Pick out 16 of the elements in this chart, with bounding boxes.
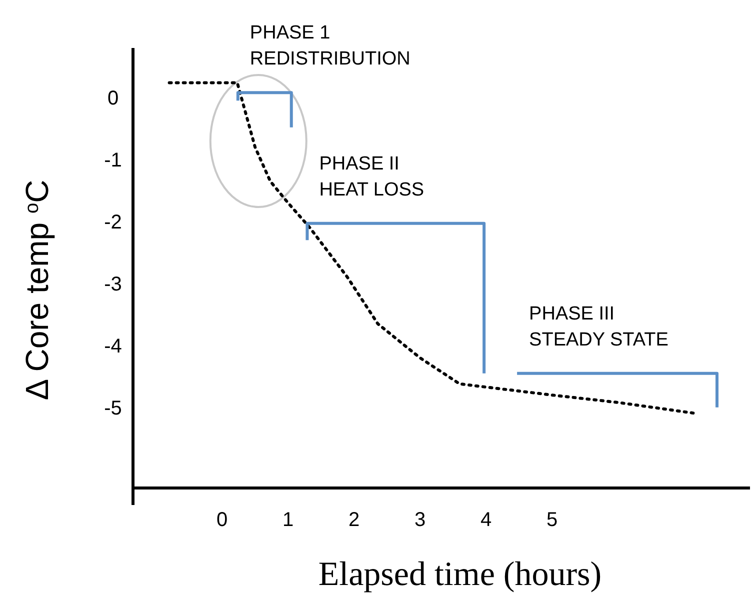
y-tick-label: 0 [107, 88, 119, 110]
x-tick-label: 2 [348, 509, 360, 531]
x-tick-label: 4 [480, 509, 492, 531]
y-tick-label: -2 [104, 212, 122, 234]
x-axis-title: Elapsed time (hours) [318, 556, 602, 593]
annotation: PHASE II HEAT LOSS [319, 153, 424, 200]
y-tick-label: -1 [104, 150, 122, 172]
annotation: PHASE 1 REDISTRIBUTION [250, 22, 410, 70]
x-tick-label: 5 [546, 509, 558, 531]
x-tick-label: 3 [414, 509, 426, 531]
y-tick-label: -4 [104, 335, 122, 358]
y-tick-label: -3 [104, 273, 122, 296]
annotation: PHASE III STEADY STATE [529, 303, 668, 350]
x-tick-label: 0 [216, 509, 228, 531]
x-tick-label: 1 [282, 509, 294, 531]
y-tick-label: -5 [104, 397, 122, 420]
